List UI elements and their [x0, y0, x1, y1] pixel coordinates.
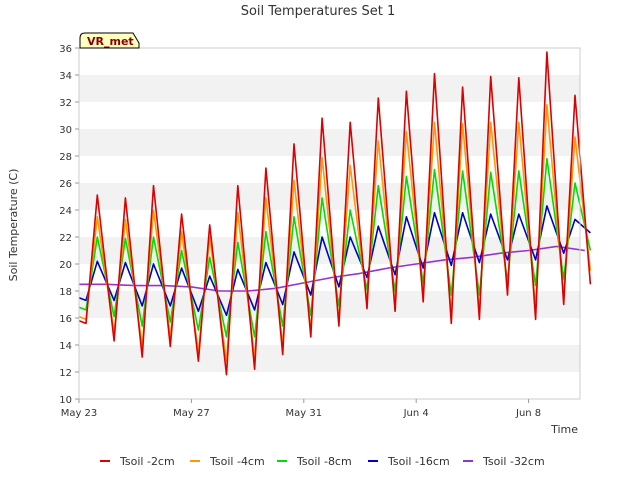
- legend-label: Tsoil -2cm: [119, 455, 175, 468]
- grid-band: [79, 48, 580, 75]
- x-axis-label: Time: [550, 423, 578, 436]
- legend-label: Tsoil -32cm: [482, 455, 545, 468]
- x-tick-label: Jun 8: [515, 408, 541, 419]
- station-badge-label: VR_met: [87, 35, 134, 48]
- y-tick-label: 14: [59, 341, 72, 352]
- y-tick-label: 18: [59, 287, 72, 298]
- grid-band: [79, 156, 580, 183]
- x-tick-label: Jun 4: [403, 408, 429, 419]
- station-badge: VR_met: [79, 32, 140, 49]
- grid-band: [79, 291, 580, 318]
- y-tick-label: 26: [59, 179, 72, 190]
- x-tick-label: May 31: [286, 408, 323, 419]
- x-tick-label: May 27: [173, 408, 210, 419]
- grid-band: [79, 318, 580, 345]
- y-tick-label: 24: [59, 206, 72, 217]
- y-tick-label: 30: [59, 125, 72, 136]
- y-tick-label: 12: [59, 368, 72, 379]
- legend-label: Tsoil -8cm: [296, 455, 352, 468]
- series-line-0: [78, 51, 592, 376]
- x-axis-ticks: May 23 May 27 May 31 Jun 4 Jun 8: [61, 399, 541, 419]
- x-tick-label: May 23: [61, 408, 98, 419]
- y-tick-label: 36: [59, 44, 72, 55]
- grid-band: [79, 75, 580, 102]
- grid-band: [79, 372, 580, 399]
- legend-label: Tsoil -4cm: [209, 455, 265, 468]
- chart-title: Soil Temperatures Set 1: [241, 4, 396, 19]
- y-tick-label: 22: [59, 233, 72, 244]
- grid-band: [79, 345, 580, 372]
- grid-band: [79, 102, 580, 129]
- y-tick-label: 34: [59, 71, 72, 82]
- y-tick-label: 32: [59, 98, 72, 109]
- legend: Tsoil -2cm Tsoil -4cm Tsoil -8cm Tsoil -16c…: [100, 455, 545, 468]
- legend-label: Tsoil -16cm: [387, 455, 450, 468]
- y-tick-label: 20: [59, 260, 72, 271]
- series-lines: [78, 51, 592, 376]
- y-tick-label: 10: [59, 395, 72, 406]
- grid-band: [79, 129, 580, 156]
- y-tick-label: 16: [59, 314, 72, 325]
- plot-frame: [78, 47, 581, 400]
- y-axis-ticks: 10 12 14 16 18 20 22 24 26 28 30 32 34 36: [59, 44, 79, 406]
- y-axis-label: Soil Temperature (C): [7, 169, 20, 282]
- y-tick-label: 28: [59, 152, 72, 163]
